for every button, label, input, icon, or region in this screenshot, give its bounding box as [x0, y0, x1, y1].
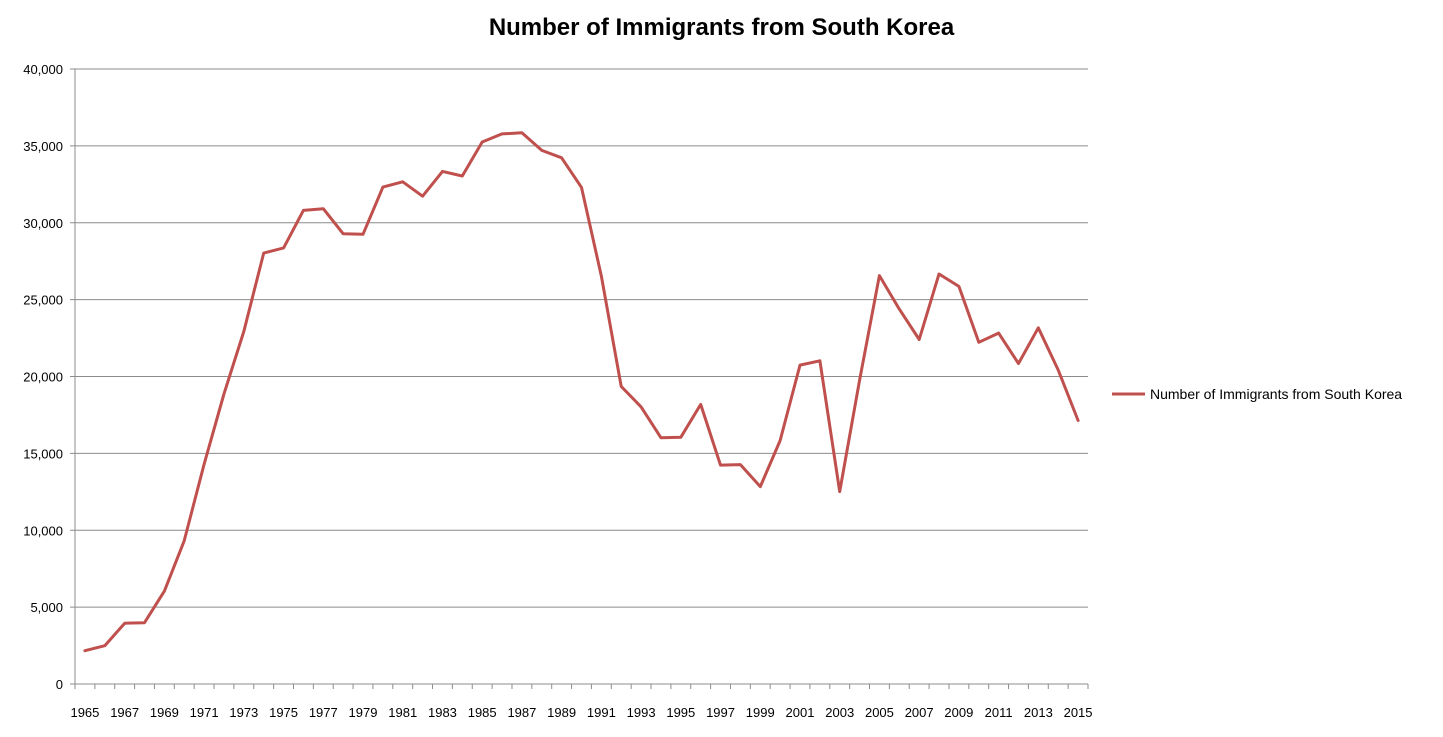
y-tick-label: 20,000: [23, 370, 63, 385]
x-tick-label: 1993: [627, 705, 656, 720]
x-tick-label: 2007: [905, 705, 934, 720]
x-axis-tick-labels: 1965 1967 1969 1971 1973 1975 1977 1979 1981 1983…: [70, 705, 1092, 720]
x-tick-label: 2011: [985, 705, 1013, 720]
y-axis-tick-labels: 0 5,000 10,000 15,000 20,000 25,000 30,000 35,0…: [23, 62, 63, 692]
x-tick-label: 1979: [349, 705, 378, 720]
y-tick-label: 0: [56, 677, 63, 692]
series-lines: [83, 131, 1080, 653]
x-tick-label: 1965: [70, 705, 99, 720]
x-tick-label: 2003: [825, 705, 854, 720]
x-tick-label: 1971: [190, 705, 219, 720]
x-tick-label: 1991: [587, 705, 616, 720]
y-tick-label: 25,000: [23, 293, 63, 308]
x-tick-label: 2015: [1064, 705, 1093, 720]
x-tick-label: 2009: [944, 705, 973, 720]
y-tick-label: 15,000: [23, 446, 63, 461]
x-tick-label: 1983: [428, 705, 457, 720]
legend: Number of Immigrants from South Korea: [1112, 386, 1402, 402]
x-tick-label: 1999: [746, 705, 775, 720]
legend-label: Number of Immigrants from South Korea: [1150, 386, 1402, 402]
x-tick-label: 1977: [309, 705, 338, 720]
x-tick-label: 1985: [468, 705, 497, 720]
y-tick-label: 35,000: [23, 139, 63, 154]
x-tick-label: 1969: [150, 705, 179, 720]
x-tick-label: 2001: [786, 705, 815, 720]
x-tick-label: 2013: [1024, 705, 1053, 720]
x-tick-label: 1989: [547, 705, 576, 720]
x-tick-label: 1987: [507, 705, 536, 720]
y-tick-label: 40,000: [23, 62, 63, 77]
y-tick-label: 30,000: [23, 216, 63, 231]
y-tick-label: 5,000: [30, 600, 63, 615]
x-tick-label: 2005: [865, 705, 894, 720]
grid-lines: [75, 68, 1088, 608]
x-tick-label: 1967: [110, 705, 139, 720]
axes: [70, 68, 1089, 689]
x-tick-label: 1973: [229, 705, 258, 720]
x-tick-label: 1975: [269, 705, 298, 720]
chart-title: Number of Immigrants from South Korea: [488, 14, 955, 41]
x-tick-label: 1981: [388, 705, 417, 720]
x-tick-label: 1995: [666, 705, 695, 720]
series-line: [83, 131, 1080, 653]
y-tick-label: 10,000: [23, 523, 63, 538]
x-tick-label: 1997: [706, 705, 735, 720]
